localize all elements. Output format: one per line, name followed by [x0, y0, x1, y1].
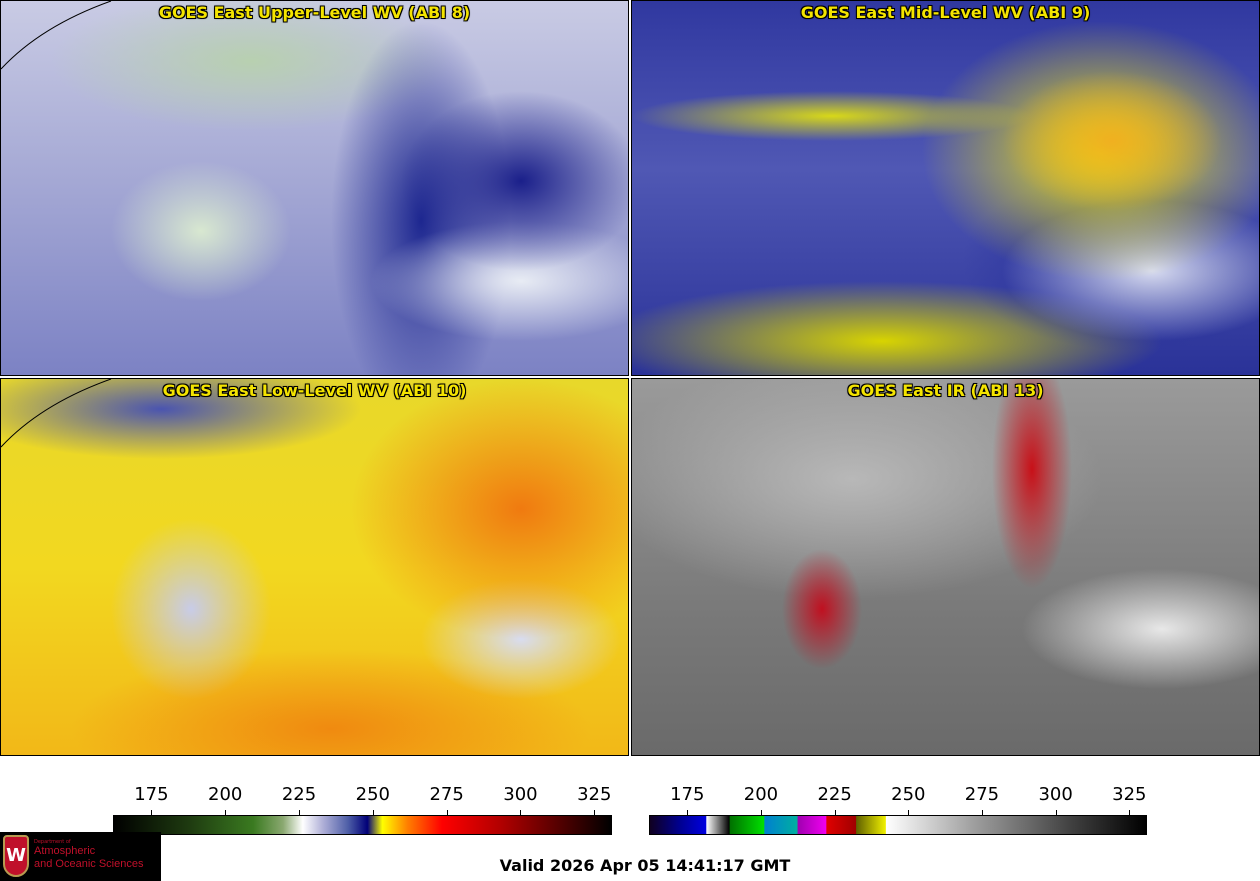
logo-line1: Atmospheric	[34, 845, 96, 857]
uw-shield-icon: W	[3, 835, 29, 877]
wv-colorbar	[113, 815, 612, 835]
colorbar-tick-label: 175	[134, 784, 169, 805]
ir-colorbar	[649, 815, 1147, 835]
colorbar-tick-label: 250	[891, 784, 926, 805]
aos-logo: W Department of Atmospheric and Oceanic …	[0, 832, 161, 881]
logo-line2: and Oceanic Sciences	[34, 858, 144, 870]
logo-department: Department of	[34, 839, 71, 845]
colorbar-tick	[687, 810, 689, 815]
colorbar-tick	[299, 810, 301, 815]
colorbar-tick-label: 300	[503, 784, 538, 805]
colorbar-tick-label: 300	[1038, 784, 1073, 805]
colorbar-tick-label: 225	[281, 784, 317, 805]
panel-low-level-wv: GOES East Low-Level WV (ABI 10)	[0, 378, 629, 756]
colorbar-tick-label: 325	[1112, 784, 1147, 805]
colorbar-tick-label: 325	[577, 784, 612, 805]
panel-upper-level-wv: GOES East Upper-Level WV (ABI 8)	[0, 0, 629, 376]
panel-title: GOES East Upper-Level WV (ABI 8)	[158, 3, 471, 22]
panel-title: GOES East Mid-Level WV (ABI 9)	[800, 3, 1091, 22]
colorbar-tick-label: 275	[964, 784, 1000, 805]
colorbar-tick	[225, 810, 227, 815]
valid-time: Valid 2026 Apr 05 14:41:17 GMT	[499, 856, 791, 875]
colorbar-tick	[372, 810, 374, 815]
colorbar-tick-label: 200	[208, 784, 243, 805]
colorbar-tick	[1129, 810, 1131, 815]
colorbar-tick-label: 200	[743, 784, 779, 805]
colorbar-tick-label: 250	[355, 784, 390, 805]
panel-mid-level-wv: GOES East Mid-Level WV (ABI 9)	[631, 0, 1260, 376]
colorbar-tick	[520, 810, 522, 815]
colorbar-tick	[151, 810, 153, 815]
colorbar-tick-label: 275	[429, 784, 464, 805]
colorbar-tick	[760, 810, 762, 815]
colorbar-tick	[834, 810, 836, 815]
colorbar-tick	[908, 810, 910, 815]
colorbar-tick	[1055, 810, 1057, 815]
colorbar-tick	[981, 810, 983, 815]
colorbar-tick-label: 225	[817, 784, 852, 805]
colorbar-tick-label: 175	[670, 784, 705, 805]
panel-title: GOES East Low-Level WV (ABI 10)	[162, 381, 467, 400]
colorbar-tick	[594, 810, 596, 815]
panel-ir: GOES East IR (ABI 13)	[631, 378, 1260, 756]
colorbar-tick	[446, 810, 448, 815]
panel-title: GOES East IR (ABI 13)	[847, 381, 1044, 400]
